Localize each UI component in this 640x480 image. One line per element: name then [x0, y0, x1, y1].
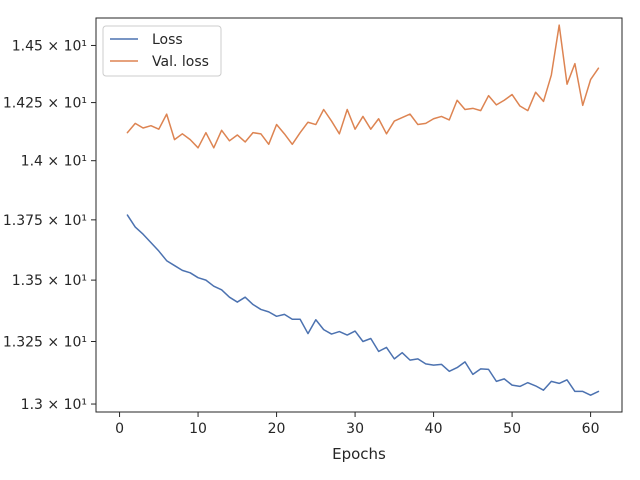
- y-tick-label: 1.45 × 10¹: [12, 38, 87, 54]
- series-line-val-loss: [126, 24, 600, 149]
- series-layer: [126, 24, 600, 396]
- x-tick-label: 60: [582, 421, 600, 437]
- x-tick-label: 30: [346, 421, 364, 437]
- legend-label-loss: Loss: [152, 32, 183, 48]
- plot-frame: [95, 17, 623, 413]
- legend-label-val-loss: Val. loss: [152, 54, 209, 70]
- x-tick-label: 20: [268, 421, 286, 437]
- x-tick-label: 50: [503, 421, 521, 437]
- y-tick-label: 1.375 × 10¹: [3, 213, 87, 229]
- y-tick-label: 1.35 × 10¹: [12, 273, 87, 289]
- x-axis-label: Epochs: [332, 445, 386, 463]
- plot-background: [96, 18, 622, 412]
- x-tick-label: 10: [189, 421, 207, 437]
- y-tick-label: 1.325 × 10¹: [3, 334, 87, 350]
- legend: Loss Val. loss: [102, 25, 222, 77]
- y-axis-ticks: 1.3 × 10¹ 1.325 × 10¹ 1.35 × 10¹ 1.375 × 10…: [3, 38, 96, 413]
- x-tick-label: 0: [115, 421, 124, 437]
- y-tick-label: 1.425 × 10¹: [3, 96, 87, 112]
- x-tick-label: 40: [425, 421, 443, 437]
- series-line-loss: [126, 214, 600, 396]
- y-tick-label: 1.4 × 10¹: [21, 154, 87, 170]
- x-axis-ticks: 0 10 20 30 40 50 60: [115, 412, 600, 437]
- y-tick-label: 1.3 × 10¹: [21, 397, 87, 413]
